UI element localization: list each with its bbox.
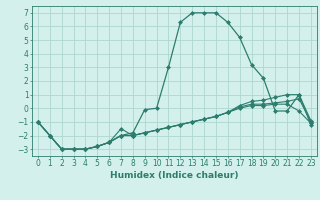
X-axis label: Humidex (Indice chaleur): Humidex (Indice chaleur): [110, 171, 239, 180]
